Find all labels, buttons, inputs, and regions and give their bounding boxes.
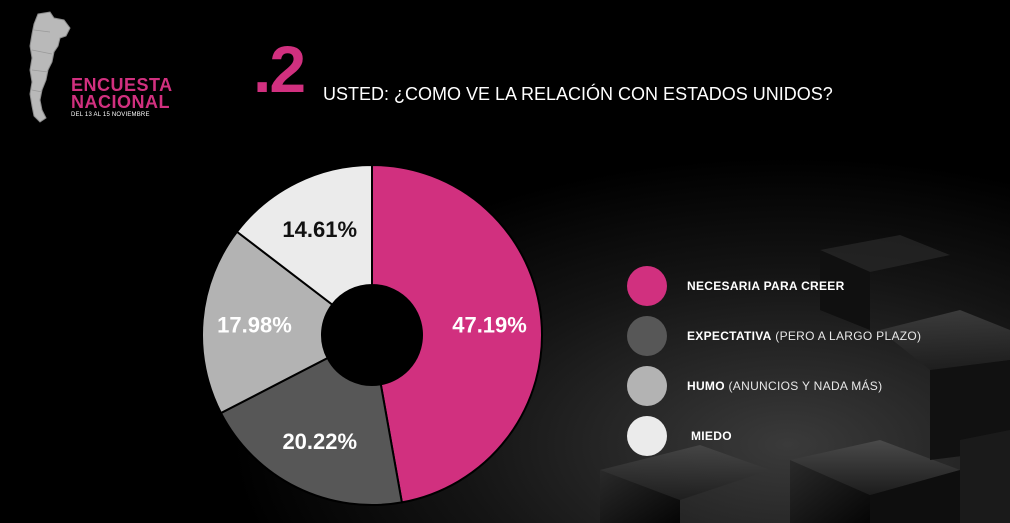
legend-item-3: HUMO (ANUNCIOS Y NADA MÁS): [627, 366, 997, 406]
legend-swatch-4: [627, 416, 667, 456]
brand-title: ENCUESTA NACIONAL: [71, 75, 173, 112]
question-text: USTED: ¿COMO VE LA RELACIÓN CON ESTADOS …: [323, 84, 833, 104]
legend-label-2: EXPECTATIVA (PERO A LARGO PLAZO): [687, 329, 922, 343]
donut-hole: [322, 285, 422, 385]
legend-label-4: MIEDO: [691, 429, 732, 443]
legend-swatch-1: [627, 266, 667, 306]
legend-item-2: EXPECTATIVA (PERO A LARGO PLAZO): [627, 316, 997, 356]
legend-label-3: HUMO (ANUNCIOS Y NADA MÁS): [687, 379, 883, 393]
brand-subtitle: DEL 13 AL 15 NOVIEMBRE: [71, 112, 150, 118]
slice-label-1: 47.19%: [452, 313, 527, 338]
legend-swatch-3: [627, 366, 667, 406]
argentina-map-icon: [29, 11, 71, 123]
slice-label-4: 14.61%: [282, 217, 357, 242]
legend-label-1: NECESARIA PARA CREER: [687, 279, 845, 293]
legend-item-1: NECESARIA PARA CREER: [627, 266, 997, 306]
brand-logo: ENCUESTA NACIONAL DEL 13 AL 15 NOVIEMBRE: [20, 10, 220, 130]
slice-label-3: 17.98%: [217, 313, 292, 338]
legend-item-4: MIEDO: [627, 416, 997, 456]
legend-swatch-2: [627, 316, 667, 356]
slice-label-2: 20.22%: [282, 429, 357, 454]
question-number: .2: [253, 32, 306, 106]
donut-chart: 47.19% 20.22% 17.98% 14.61%: [201, 163, 543, 506]
